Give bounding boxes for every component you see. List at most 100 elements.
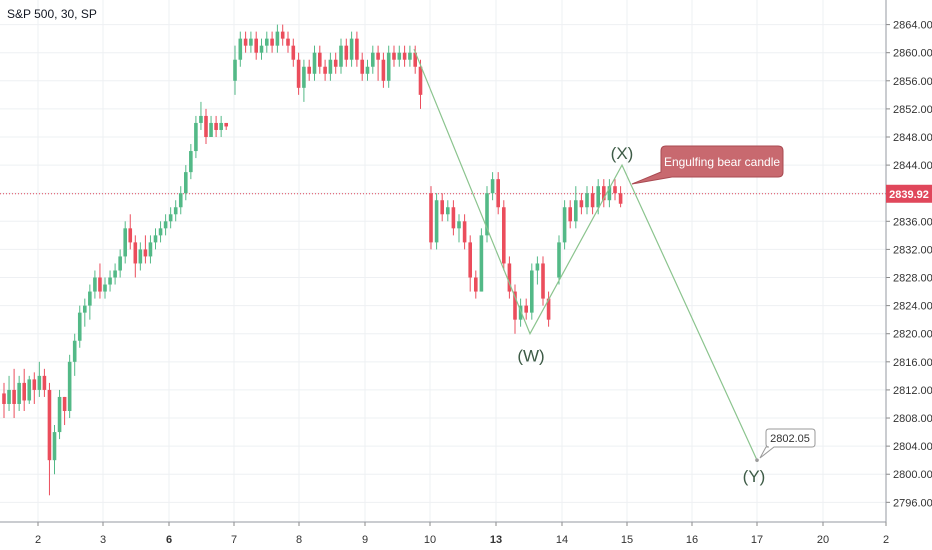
candle-body [546,298,551,320]
candle-up [189,144,193,180]
candle-up [328,52,333,81]
candle-down [224,122,228,130]
candle-body [585,193,589,208]
x-tick-label: 6 [166,534,172,546]
candle-body [291,45,296,60]
y-tick-label: 2824.00 [893,301,932,313]
y-tick-label: 2796.00 [893,497,932,509]
candle-body [27,379,32,401]
candle-body [413,52,417,67]
candle-body [148,242,153,257]
candle-body [323,66,327,74]
y-tick-label: 2812.00 [893,385,932,397]
candle-down [133,235,138,278]
target-label: 2802.05 [755,428,816,462]
candles [2,24,623,496]
candle-body [12,389,16,404]
candle-body [98,277,102,292]
candle-down [502,200,506,271]
candle-down [381,52,386,88]
candle-body [103,284,107,292]
candle-body [138,249,143,264]
candle-body [339,45,343,67]
candle-up [259,38,264,60]
candle-up [607,179,612,208]
candle-body [280,31,285,39]
candle-up [457,214,461,243]
candle-body [507,263,512,292]
candle-body [446,207,450,215]
candle-up [339,38,343,74]
candle-body [88,291,92,306]
candle-body [418,66,423,95]
candle-body [474,277,478,292]
x-tick-label: 10 [424,534,436,546]
candle-body [233,59,237,81]
candle-up [490,172,495,201]
candle-up [365,59,370,81]
wave-label-x: (X) [611,144,634,163]
candle-up [557,235,561,285]
candle-down [47,382,52,496]
candle-body [318,52,322,67]
candle-body [224,122,228,127]
candle-body [618,193,623,204]
candle-body [199,115,203,123]
x-tick-label: 17 [751,534,763,546]
candle-up [574,186,578,229]
candle-body [360,59,364,74]
x-tick-label: 9 [362,534,368,546]
candle-body [312,52,317,74]
candle-body [17,382,21,404]
candle-body [22,382,26,401]
candle-up [199,101,203,130]
candle-body [590,193,595,208]
candle-body [163,221,168,229]
candle-up [275,24,280,53]
candle-up [83,298,87,327]
y-tick-label: 2836.00 [893,216,932,228]
candle-body [440,200,444,215]
candle-down [513,284,517,334]
candle-down [291,38,296,67]
candle-body [153,235,158,243]
candle-body [392,52,396,60]
candle-up [148,235,153,264]
candle-body [490,179,495,194]
candle-body [194,122,198,152]
candle-up [88,284,92,320]
candle-up [349,31,354,67]
candle-body [296,59,301,88]
candle-up [233,45,237,95]
x-tick-label: 2 [883,534,889,546]
candle-up [123,221,127,264]
candle-up [184,165,188,201]
candle-down [429,186,433,250]
candle-body [579,200,584,208]
candle-body [286,38,290,46]
candle-body [189,151,193,173]
candle-up [485,186,489,243]
candle-up [173,200,178,222]
candle-up [108,270,112,292]
y-tick-label: 2844.00 [893,160,932,172]
candle-up [371,45,375,74]
candle-body [535,263,540,271]
candle-up [386,45,391,88]
candle-body [243,38,248,46]
target-value: 2802.05 [770,433,810,445]
candle-down [507,256,512,299]
candle-up [93,270,97,299]
callout-bubble [631,145,784,185]
grid [0,0,887,522]
candle-body [518,305,523,320]
candle-body [113,270,117,278]
y-tick-label: 2820.00 [893,329,932,341]
elliott-wave-path [413,48,758,461]
candle-up [408,45,412,67]
candle-body [238,38,243,60]
candle-body [32,379,37,390]
x-tick-label: 20 [817,534,829,546]
candle-body [530,270,534,313]
